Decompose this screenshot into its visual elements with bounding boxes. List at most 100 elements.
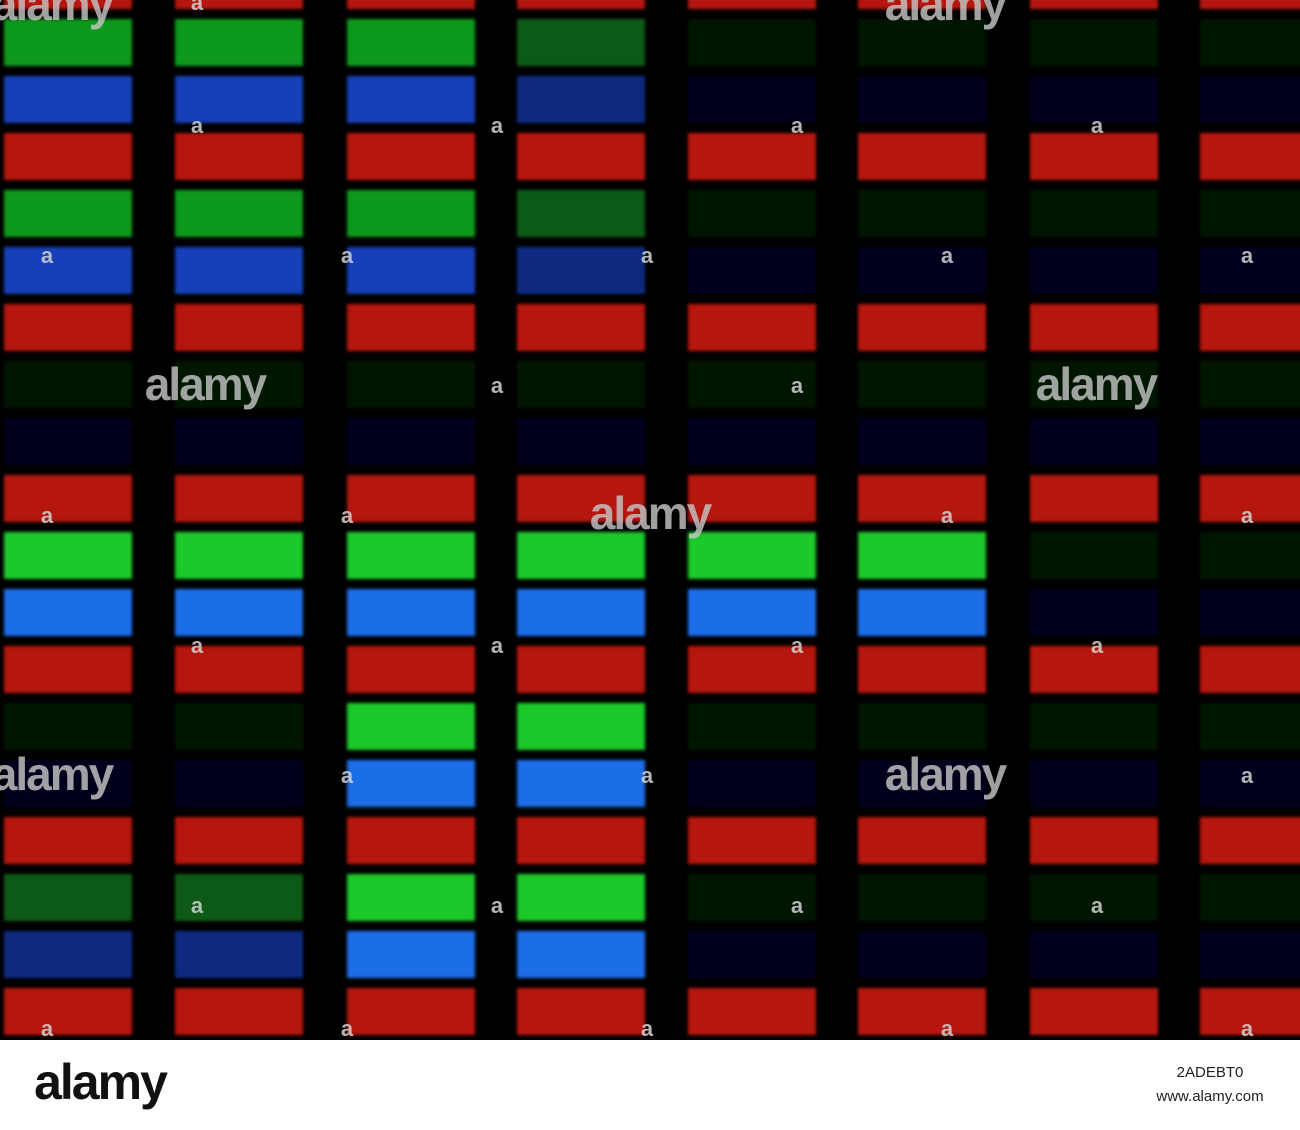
watermark-mark: a xyxy=(191,893,204,918)
footer-bar xyxy=(0,1040,1300,1130)
subpixel xyxy=(4,988,132,1035)
footer-logo: alamy xyxy=(34,1054,168,1110)
watermark-mark: a xyxy=(1091,893,1104,918)
subpixel xyxy=(1030,817,1158,864)
subpixel xyxy=(1200,703,1300,750)
subpixel xyxy=(4,19,132,66)
subpixel xyxy=(347,247,475,294)
subpixel xyxy=(1200,988,1300,1035)
subpixel xyxy=(347,532,475,579)
subpixel xyxy=(347,133,475,180)
watermark-mark: a xyxy=(641,763,654,788)
watermark: alamy xyxy=(885,0,1008,30)
subpixel xyxy=(347,19,475,66)
subpixel xyxy=(4,304,132,351)
watermark-mark: a xyxy=(191,0,204,15)
subpixel xyxy=(4,703,132,750)
watermark: alamy xyxy=(0,748,115,800)
subpixel xyxy=(347,646,475,693)
footer-url: www.alamy.com xyxy=(1155,1088,1263,1105)
subpixel xyxy=(4,589,132,636)
watermark-mark: a xyxy=(791,633,804,658)
subpixel xyxy=(688,76,816,123)
subpixel xyxy=(4,874,132,921)
subpixel xyxy=(858,589,986,636)
subpixel xyxy=(175,475,303,522)
subpixel xyxy=(4,247,132,294)
subpixel xyxy=(1030,874,1158,921)
watermark-mark: a xyxy=(341,763,354,788)
subpixel xyxy=(175,646,303,693)
subpixel xyxy=(347,703,475,750)
subpixel xyxy=(858,817,986,864)
subpixel xyxy=(858,646,986,693)
subpixel xyxy=(517,361,645,408)
watermark-mark: a xyxy=(1091,633,1104,658)
subpixel xyxy=(688,874,816,921)
subpixel xyxy=(4,760,132,807)
subpixel xyxy=(688,247,816,294)
subpixel xyxy=(175,817,303,864)
watermark-mark: a xyxy=(1241,503,1254,528)
subpixel xyxy=(347,190,475,237)
subpixel xyxy=(347,760,475,807)
subpixel xyxy=(1030,76,1158,123)
subpixel xyxy=(517,589,645,636)
subpixel xyxy=(1200,874,1300,921)
watermark-mark: a xyxy=(491,893,504,918)
subpixel xyxy=(688,589,816,636)
subpixel xyxy=(175,0,303,9)
subpixel xyxy=(858,304,986,351)
subpixel xyxy=(1030,361,1158,408)
subpixel xyxy=(175,19,303,66)
subpixel xyxy=(517,817,645,864)
subpixel xyxy=(347,931,475,978)
subpixel xyxy=(347,361,475,408)
subpixel xyxy=(688,532,816,579)
subpixel xyxy=(517,133,645,180)
subpixel xyxy=(517,247,645,294)
subpixel xyxy=(517,475,645,522)
subpixel xyxy=(858,0,986,9)
subpixel xyxy=(1200,133,1300,180)
watermark-mark: a xyxy=(341,503,354,528)
subpixel xyxy=(1200,589,1300,636)
watermark-mark: a xyxy=(191,633,204,658)
subpixel xyxy=(1030,532,1158,579)
subpixel xyxy=(517,304,645,351)
watermark-mark: a xyxy=(1091,113,1104,138)
subpixel xyxy=(858,190,986,237)
subpixel xyxy=(517,703,645,750)
subpixel xyxy=(175,589,303,636)
watermark-mark: a xyxy=(791,893,804,918)
subpixel xyxy=(175,361,303,408)
subpixel xyxy=(858,361,986,408)
subpixel xyxy=(4,76,132,123)
subpixel xyxy=(858,19,986,66)
subpixel xyxy=(175,190,303,237)
subpixel xyxy=(347,475,475,522)
subpixel xyxy=(517,0,645,9)
watermark-mark: a xyxy=(941,1016,954,1041)
subpixel xyxy=(4,418,132,465)
subpixel xyxy=(175,703,303,750)
subpixel xyxy=(175,760,303,807)
subpixel xyxy=(4,361,132,408)
subpixel xyxy=(1200,532,1300,579)
subpixel xyxy=(1200,931,1300,978)
watermark-mark: a xyxy=(941,243,954,268)
subpixel xyxy=(1030,475,1158,522)
subpixels xyxy=(4,0,1300,1035)
subpixel xyxy=(347,988,475,1035)
watermark: alamy xyxy=(145,358,268,410)
subpixel xyxy=(688,475,816,522)
subpixel xyxy=(858,703,986,750)
subpixel xyxy=(1030,646,1158,693)
subpixel xyxy=(858,988,986,1035)
watermark-mark: a xyxy=(941,503,954,528)
watermark-mark: a xyxy=(191,113,204,138)
subpixel xyxy=(1030,247,1158,294)
watermark-mark: a xyxy=(41,503,54,528)
subpixel xyxy=(688,817,816,864)
